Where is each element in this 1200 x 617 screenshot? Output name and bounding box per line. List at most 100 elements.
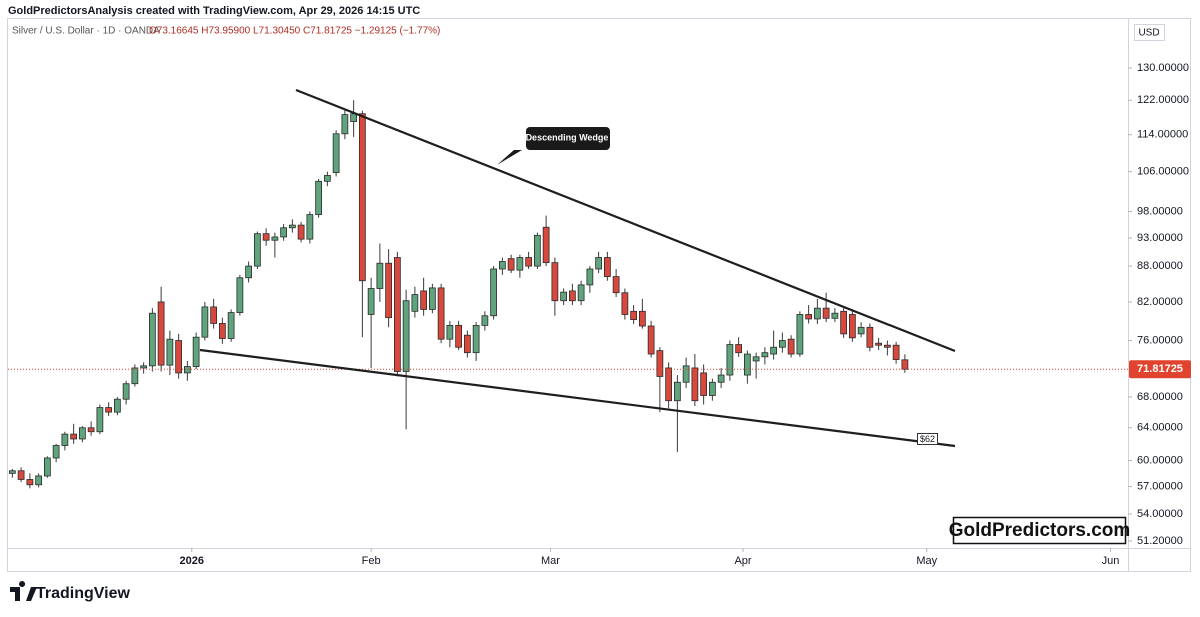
x-tick-label: 2026 [180, 555, 204, 567]
y-tick-label: 54.00000 [1137, 508, 1183, 520]
tv-logo [10, 581, 37, 601]
candle-body [639, 310, 646, 327]
candle-body [787, 338, 795, 355]
x-tick-label: Mar [541, 555, 560, 567]
candle-body [761, 352, 769, 358]
candle-body [822, 307, 830, 319]
candle-body [315, 180, 322, 215]
price-note-box [917, 433, 938, 445]
x-tick-label: Feb [362, 555, 381, 567]
candle-body [472, 324, 480, 354]
last-price-box [1129, 360, 1191, 379]
candle-body [201, 306, 209, 338]
plot: 51.20000 54.00000 57.00000 60.00000 64.00000… [8, 62, 1189, 567]
y-tick-label: 51.20000 [1137, 535, 1183, 547]
candle-body [131, 367, 139, 385]
candle-body [393, 257, 401, 372]
ohlc-legend: O73.16645 H73.95900 L71.30450 C71.81725 … [149, 26, 440, 37]
candle-body [175, 340, 182, 374]
x-tick-label: Apr [734, 555, 751, 567]
candle-body [507, 258, 515, 271]
y-tick-label: 60.00000 [1137, 454, 1183, 466]
candle-body [656, 350, 664, 377]
x-tick-label: May [916, 555, 937, 567]
y-tick-label: 76.00000 [1137, 334, 1183, 346]
candle-body [612, 276, 620, 294]
candle-body [253, 233, 261, 267]
candle-body [420, 290, 427, 310]
candle-body [367, 288, 375, 315]
y-tick-label: 88.00000 [1137, 260, 1183, 272]
candle-body [875, 342, 883, 346]
candle-body [630, 310, 638, 320]
candle-body [402, 300, 410, 372]
candle-body [437, 287, 445, 340]
candle-body [682, 365, 690, 383]
chart-frame [7, 18, 1191, 572]
callout [497, 127, 610, 165]
candle-body [770, 346, 778, 355]
candle-body [105, 407, 113, 413]
watermark-box [952, 516, 1127, 545]
candle-body [814, 307, 821, 320]
candle-body [849, 314, 856, 339]
candle-body [463, 334, 471, 354]
candle-body [726, 344, 734, 376]
candle-body [323, 175, 331, 182]
candle-body [70, 433, 78, 440]
candle-body [691, 367, 699, 402]
candle-body [8, 470, 16, 474]
candle-body [166, 338, 174, 366]
y-tick-label: 64.00000 [1137, 422, 1183, 434]
candle-body [350, 113, 357, 122]
y-tick-label: 114.00000 [1137, 129, 1188, 141]
candle-body [428, 287, 436, 310]
candle-body [52, 445, 60, 459]
candle-body [490, 268, 497, 317]
y-tick-label: 98.00000 [1137, 205, 1183, 217]
candle-body [192, 336, 200, 367]
candle-body [297, 224, 305, 240]
y-tick-label: 68.00000 [1137, 391, 1183, 403]
header: GoldPredictorsAnalysis created with Trad… [8, 5, 420, 17]
candle-body [44, 457, 51, 477]
candle-body [114, 398, 121, 413]
candle-body [376, 262, 384, 289]
candle-body [577, 284, 585, 302]
candle-body [525, 257, 533, 267]
candle-body [901, 359, 909, 370]
candle-body [17, 470, 25, 480]
candle-body [148, 312, 156, 367]
candle-body [534, 234, 541, 267]
candle-body [236, 277, 244, 313]
candle-body [498, 261, 506, 270]
candle-body [586, 268, 594, 286]
candle-body [481, 315, 489, 326]
callout-text: Descending Wedge [526, 132, 609, 142]
x-tick-label: Jun [1102, 555, 1120, 567]
candle-body [61, 433, 69, 446]
candle-body [271, 236, 279, 241]
candle-body [79, 427, 86, 440]
candle-body [569, 290, 576, 302]
candle-body [455, 324, 462, 348]
candle-body [604, 257, 611, 277]
candle-body [26, 479, 34, 486]
candle-body [674, 381, 681, 402]
candle-body [332, 133, 340, 173]
y-tick-label: 82.00000 [1137, 296, 1183, 308]
candle-body [831, 312, 839, 319]
candle-body [796, 314, 804, 355]
candle-body [288, 224, 296, 229]
candle-body [717, 374, 725, 383]
candle-body [280, 227, 287, 238]
candle-body [87, 427, 95, 433]
candle-body [542, 226, 550, 264]
candle-body [227, 312, 235, 339]
candle-body [595, 257, 603, 270]
last-price-label: 71.81725 [1137, 363, 1183, 375]
y-tick-label: 57.00000 [1137, 480, 1183, 492]
candle-body [744, 353, 751, 376]
candle-body [96, 407, 104, 433]
